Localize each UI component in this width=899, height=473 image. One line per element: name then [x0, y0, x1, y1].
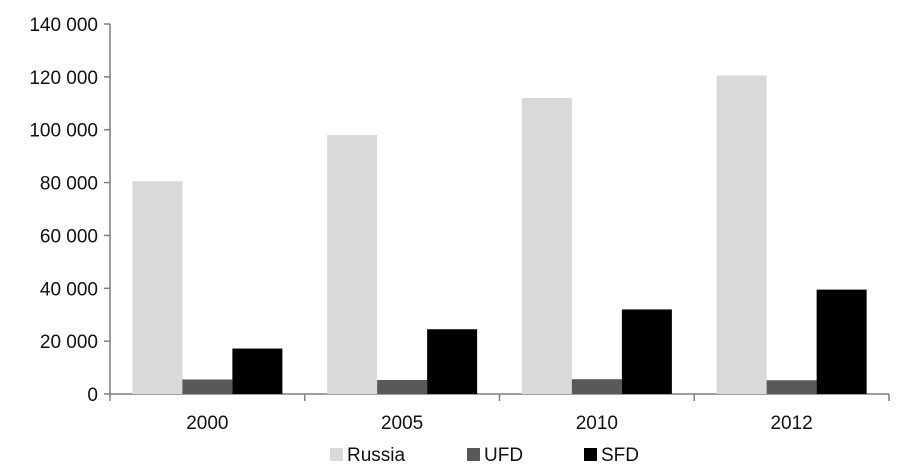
legend-label-russia: Russia [347, 445, 406, 466]
legend-label-ufd: UFD [484, 445, 523, 466]
x-tick-label: 2012 [770, 413, 812, 434]
y-tick-label: 0 [87, 385, 98, 406]
y-tick-label: 140 000 [29, 15, 98, 36]
bar-sfd-2010 [621, 309, 672, 394]
y-tick-label: 60 000 [40, 226, 98, 247]
legend-swatch-ufd [467, 448, 480, 461]
bar-ufd-2012 [766, 380, 817, 394]
x-tick-label: 2000 [186, 413, 228, 434]
bar-russia-2012 [716, 75, 767, 395]
y-tick-label: 20 000 [40, 332, 98, 353]
x-tick-label: 2005 [381, 413, 423, 434]
bar-ufd-2000 [182, 379, 233, 394]
legend-label-sfd: SFD [601, 445, 639, 466]
legend-swatch-sfd [584, 448, 597, 461]
y-tick-label: 100 000 [29, 121, 98, 142]
bar-ufd-2010 [571, 379, 622, 394]
y-tick-label: 120 000 [29, 68, 98, 89]
x-tick-label: 2010 [576, 413, 618, 434]
bar-sfd-2000 [232, 348, 283, 394]
legend-swatch-russia [330, 448, 343, 461]
bar-russia-2005 [327, 135, 378, 394]
bar-russia-2000 [132, 181, 183, 394]
bar-russia-2010 [521, 98, 572, 394]
y-tick-label: 40 000 [40, 279, 98, 300]
bar-ufd-2005 [377, 379, 428, 394]
y-tick-label: 80 000 [40, 174, 98, 195]
bar-sfd-2005 [427, 329, 478, 394]
bar-sfd-2012 [816, 289, 867, 394]
